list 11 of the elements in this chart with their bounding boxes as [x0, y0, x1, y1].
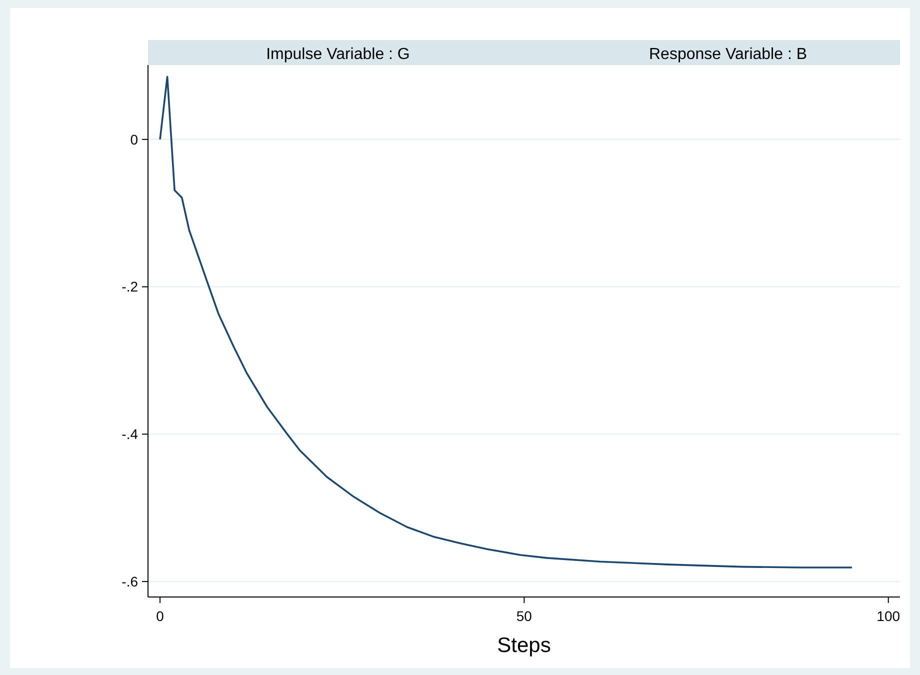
x-tick-label: 0	[156, 608, 164, 624]
line-series	[159, 76, 853, 568]
chart-subtitle: Response Variable : B	[648, 46, 808, 63]
y-tick-label: -.2	[122, 278, 138, 295]
y-tick-label: -.6	[122, 573, 138, 590]
y-tick-label: 0	[130, 131, 138, 148]
x-tick-label: 50	[516, 608, 532, 624]
y-tick-label: -.4	[122, 426, 138, 442]
x-tick-label: 100	[876, 608, 900, 624]
x-axis-title: Steps	[497, 634, 551, 657]
chart-title: Impulse Variable : G	[266, 46, 410, 63]
